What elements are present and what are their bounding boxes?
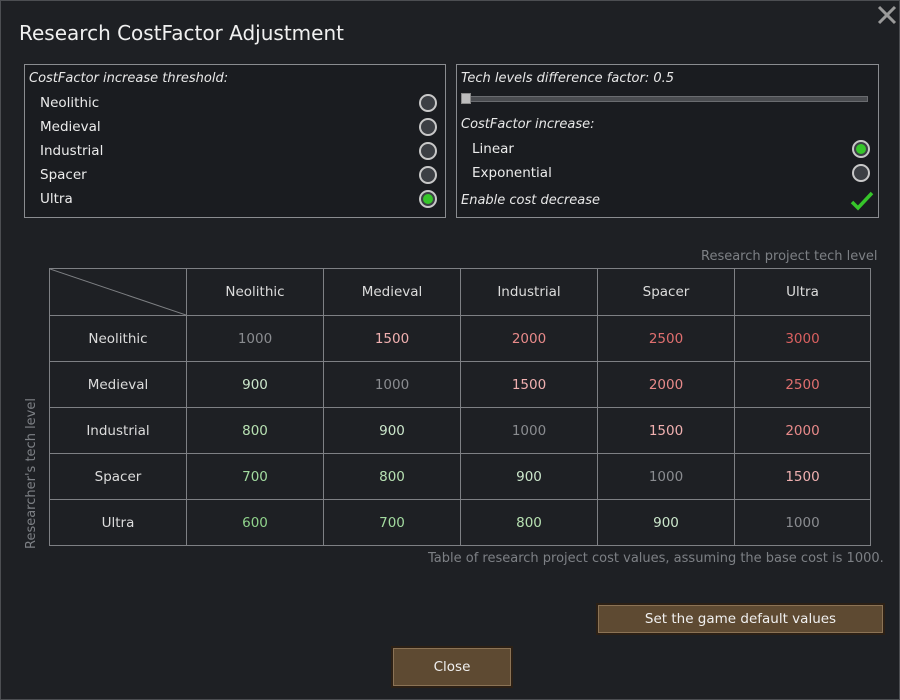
table-cell: 2000 — [597, 361, 735, 408]
table-cell: 1000 — [597, 453, 735, 500]
table-cell: 900 — [460, 453, 598, 500]
settings-panel — [456, 64, 879, 218]
table-cell: 900 — [323, 407, 461, 454]
row-header: Industrial — [49, 407, 187, 454]
close-button[interactable]: Close — [391, 646, 513, 688]
table-cell: 800 — [186, 407, 324, 454]
threshold-radio-neolithic[interactable] — [419, 94, 437, 112]
threshold-panel — [24, 64, 446, 218]
threshold-radio-industrial[interactable] — [419, 142, 437, 160]
row-header: Medieval — [49, 361, 187, 408]
close-icon[interactable] — [875, 3, 899, 27]
threshold-option-spacer-label: Spacer — [40, 167, 87, 183]
threshold-radio-ultra[interactable] — [419, 190, 437, 208]
increase-radio-exponential[interactable] — [852, 164, 870, 182]
threshold-radio-medieval[interactable] — [419, 118, 437, 136]
threshold-radio-spacer[interactable] — [419, 166, 437, 184]
column-header: Industrial — [460, 268, 598, 316]
checkmark-icon[interactable] — [849, 189, 875, 213]
row-axis-label: Researcher's tech level — [24, 398, 39, 549]
table-cell: 1500 — [734, 453, 871, 500]
difference-factor-label: Tech levels difference factor: 0.5 — [461, 71, 675, 86]
column-axis-label: Research project tech level — [701, 249, 878, 264]
table-cell: 1000 — [734, 499, 871, 546]
table-cell: 3000 — [734, 315, 871, 362]
difference-factor-slider[interactable] — [466, 96, 868, 102]
increase-heading: CostFactor increase: — [461, 117, 595, 132]
column-header: Neolithic — [186, 268, 324, 316]
dialog-title: Research CostFactor Adjustment — [19, 21, 344, 45]
diagonal-divider — [50, 269, 186, 315]
table-cell: 2500 — [597, 315, 735, 362]
slider-handle[interactable] — [461, 93, 471, 104]
table-cell: 1000 — [186, 315, 324, 362]
table-row: Spacer 700 800 900 1000 1500 — [49, 453, 871, 500]
table-cell: 2000 — [734, 407, 871, 454]
row-header: Ultra — [49, 499, 187, 546]
cost-table: Neolithic Medieval Industrial Spacer Ult… — [49, 268, 871, 546]
table-cell: 2000 — [460, 315, 598, 362]
table-cell: 800 — [323, 453, 461, 500]
table-row: Neolithic 1000 1500 2000 2500 3000 — [49, 315, 871, 362]
table-cell: 900 — [186, 361, 324, 408]
threshold-option-neolithic-label: Neolithic — [40, 95, 100, 111]
threshold-option-ultra-label: Ultra — [40, 191, 73, 207]
table-row: Ultra 600 700 800 900 1000 — [49, 499, 871, 546]
increase-option-exponential-label: Exponential — [472, 165, 552, 181]
row-header: Neolithic — [49, 315, 187, 362]
table-cell: 600 — [186, 499, 324, 546]
table-cell: 900 — [597, 499, 735, 546]
column-header: Medieval — [323, 268, 461, 316]
increase-option-linear-label: Linear — [472, 141, 514, 157]
table-cell: 2500 — [734, 361, 871, 408]
enable-decrease-label: Enable cost decrease — [461, 193, 600, 208]
table-cell: 1500 — [323, 315, 461, 362]
row-header: Spacer — [49, 453, 187, 500]
table-caption: Table of research project cost values, a… — [428, 551, 884, 566]
set-defaults-button[interactable]: Set the game default values — [596, 603, 885, 635]
column-header: Ultra — [734, 268, 871, 316]
table-cell: 1000 — [460, 407, 598, 454]
threshold-option-medieval-label: Medieval — [40, 119, 101, 135]
threshold-option-industrial-label: Industrial — [40, 143, 104, 159]
table-row: Medieval 900 1000 1500 2000 2500 — [49, 361, 871, 408]
table-cell: 1500 — [597, 407, 735, 454]
table-cell: 700 — [186, 453, 324, 500]
table-row: Industrial 800 900 1000 1500 2000 — [49, 407, 871, 454]
table-cell: 700 — [323, 499, 461, 546]
threshold-heading: CostFactor increase threshold: — [29, 71, 229, 86]
table-corner-cell — [49, 268, 187, 316]
table-cell: 1500 — [460, 361, 598, 408]
table-cell: 1000 — [323, 361, 461, 408]
column-header: Spacer — [597, 268, 735, 316]
increase-radio-linear[interactable] — [852, 140, 870, 158]
table-cell: 800 — [460, 499, 598, 546]
